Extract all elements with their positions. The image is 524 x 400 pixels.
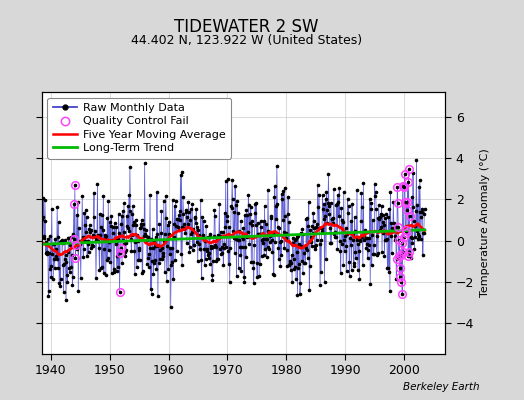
Y-axis label: Temperature Anomaly (°C): Temperature Anomaly (°C) <box>480 149 490 297</box>
Text: Berkeley Earth: Berkeley Earth <box>403 382 479 392</box>
Legend: Raw Monthly Data, Quality Control Fail, Five Year Moving Average, Long-Term Tren: Raw Monthly Data, Quality Control Fail, … <box>48 98 231 159</box>
Text: 44.402 N, 123.922 W (United States): 44.402 N, 123.922 W (United States) <box>130 34 362 47</box>
Text: TIDEWATER 2 SW: TIDEWATER 2 SW <box>174 18 319 36</box>
